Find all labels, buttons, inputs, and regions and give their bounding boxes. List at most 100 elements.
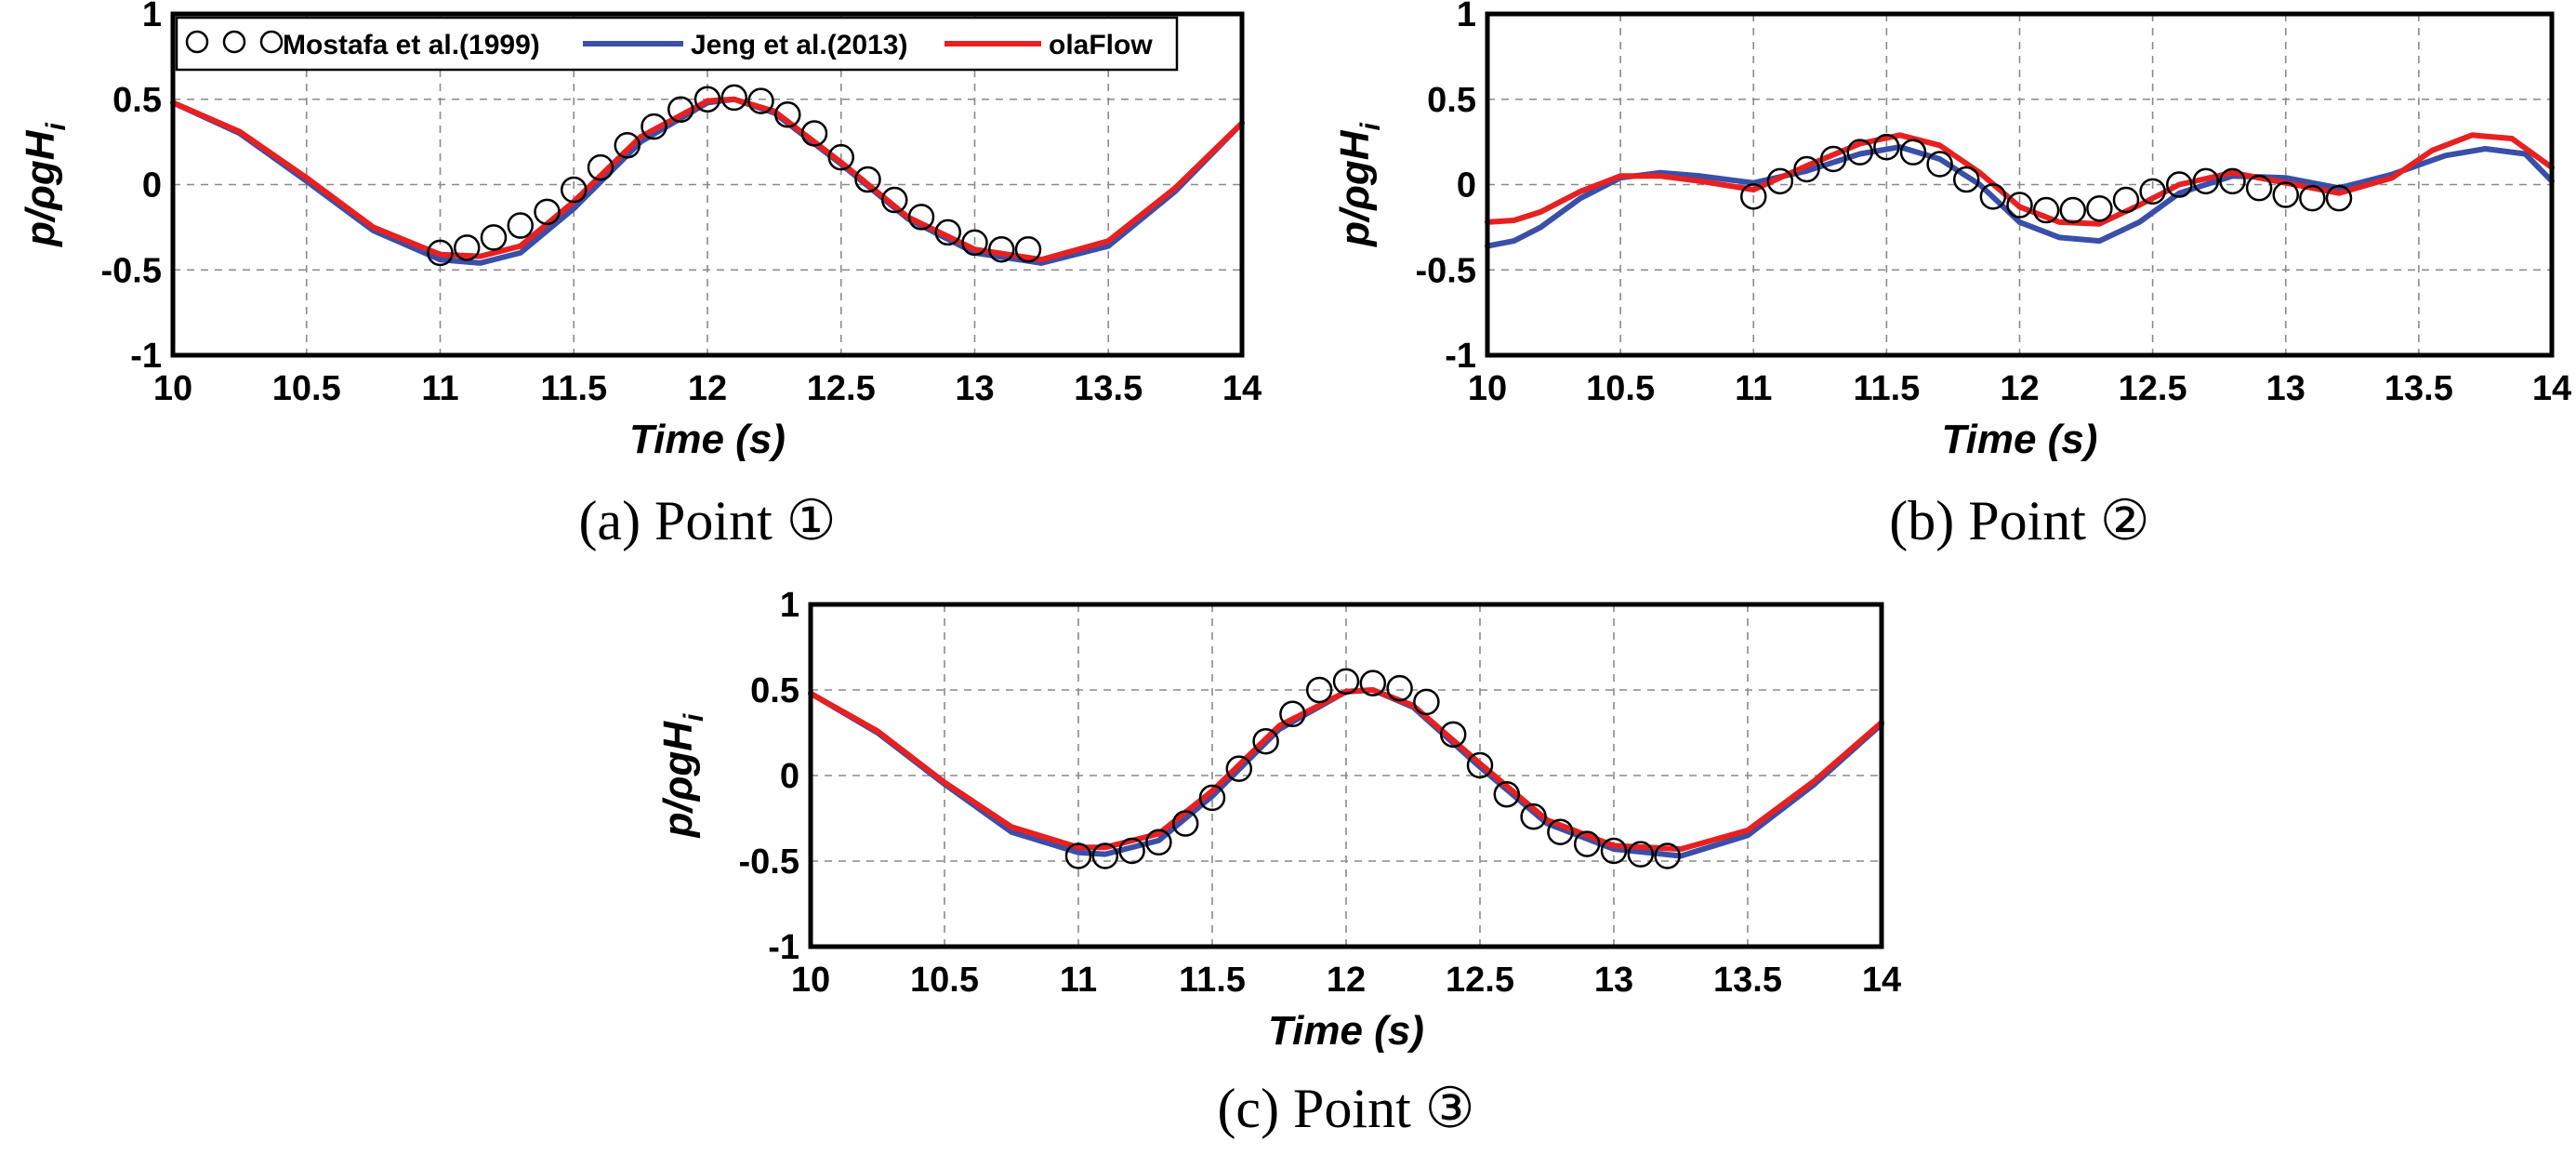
data-point-mostafa (1600, 837, 1628, 865)
data-point-mostafa (2192, 167, 2220, 195)
panel-a: 10 10.5 11 11.5 12 12.5 13 13.5 1410.50-0.5-1Tim… (18, 0, 1262, 551)
x-tick-label: 10 (791, 961, 830, 1000)
data-point-mostafa (2325, 184, 2353, 212)
panel-caption: (c) Point ③ (1217, 1078, 1474, 1139)
data-point-mostafa (1386, 674, 1413, 702)
data-point-mostafa (2006, 192, 2033, 219)
data-point-mostafa (2086, 194, 2113, 222)
x-tick-label: 13.5 (1713, 961, 1782, 1000)
x-tick-label: 12 (1327, 961, 1366, 1000)
x-axis-label: Time (s) (1268, 1008, 1424, 1054)
y-axis-label-subscript: i (1355, 122, 1386, 130)
data-point-mostafa (1873, 133, 1900, 161)
y-tick-label: -1 (768, 928, 799, 967)
x-tick-label: 12.5 (2119, 369, 2187, 408)
x-tick-label: 11 (1735, 369, 1772, 408)
data-point-mostafa (480, 224, 508, 251)
x-tick-label: 11 (421, 369, 458, 408)
x-tick-label: 13.5 (2384, 369, 2453, 408)
data-point-mostafa (454, 234, 481, 261)
data-point-mostafa (667, 96, 694, 124)
legend: Mostafa et al.(1999) Jeng et al.(2013) ola… (175, 16, 1179, 72)
x-tick-label: 11.5 (540, 369, 607, 408)
data-point-mostafa (694, 86, 721, 113)
data-point-mostafa (961, 229, 988, 257)
panel-caption: (b) Point ② (1889, 490, 2149, 551)
data-point-mostafa (747, 87, 774, 114)
x-tick-label: 13 (1594, 961, 1633, 1000)
data-point-mostafa (1439, 721, 1467, 749)
data-point-mostafa (1740, 183, 1767, 210)
legend-marker-mostafa (222, 30, 246, 54)
y-tick-label: 0 (780, 757, 799, 796)
x-tick-label: 13 (955, 369, 994, 408)
x-axis-label: Time (s) (1942, 417, 2098, 462)
panel-caption: (a) Point ① (578, 490, 836, 551)
data-point-mostafa (1332, 668, 1360, 696)
data-point-mostafa (614, 132, 641, 159)
x-tick-label: 14 (1862, 961, 1901, 1000)
legend-label-olaflow: olaFlow (1049, 30, 1153, 60)
data-point-mostafa (427, 239, 454, 267)
data-point-mostafa (934, 219, 961, 246)
data-point-mostafa (641, 113, 667, 140)
data-point-mostafa (1145, 829, 1172, 856)
data-point-mostafa (2032, 196, 2060, 224)
y-tick-label: 1 (142, 0, 162, 34)
x-tick-label: 11 (1060, 961, 1097, 1000)
series-line-olaflow (1485, 132, 2555, 227)
legend-label-jeng: Jeng et al.(2013) (691, 30, 907, 60)
data-point-mostafa (1359, 670, 1387, 696)
data-point-mostafa (1413, 688, 1440, 716)
x-tick-label: 12 (2000, 369, 2039, 408)
data-point-mostafa (1252, 727, 1279, 755)
data-point-mostafa (1766, 167, 1794, 195)
x-tick-label: 10 (153, 369, 192, 408)
y-tick-label: 1 (780, 586, 799, 625)
data-point-mostafa (2166, 171, 2193, 198)
y-axis-label-subscript: i (41, 122, 72, 130)
data-point-mostafa (507, 212, 534, 239)
plot-frame (170, 11, 1245, 358)
y-tick-label: 1 (1457, 0, 1476, 34)
data-point-mostafa (1198, 784, 1226, 812)
data-point-mostafa (1573, 830, 1601, 857)
data-point-mostafa (1953, 166, 1980, 193)
legend-marker-mostafa (259, 30, 284, 54)
x-tick-label: 10.5 (1586, 369, 1655, 408)
data-point-mostafa (1279, 700, 1306, 728)
x-tick-label: 10.5 (910, 961, 979, 1000)
y-tick-label: -1 (1445, 337, 1476, 376)
x-tick-label: 13.5 (1074, 369, 1143, 408)
data-point-mostafa (1118, 837, 1145, 865)
plot-frame (808, 602, 1884, 949)
y-tick-label: -1 (130, 337, 162, 376)
data-point-mostafa (1014, 235, 1042, 263)
y-axis-label: p/ρgHi (1332, 122, 1386, 246)
data-point-mostafa (720, 84, 747, 112)
x-tick-label: 11.5 (1853, 369, 1920, 408)
data-point-mostafa (2299, 184, 2326, 212)
data-point-mostafa (1520, 802, 1547, 830)
data-point-mostafa (1493, 780, 1521, 808)
data-point-mostafa (2139, 178, 2166, 206)
y-axis-label-main: p/ρgH (655, 721, 701, 839)
series-line-olaflow (808, 687, 1884, 853)
data-point-mostafa (2219, 167, 2246, 195)
x-tick-label: 12.5 (807, 369, 876, 408)
legend-label-mostafa: Mostafa et al.(1999) (283, 30, 540, 60)
data-point-mostafa (1091, 842, 1119, 869)
data-point-mostafa (1926, 151, 1953, 178)
y-axis-label: p/ρgHi (655, 713, 709, 838)
data-point-mostafa (1793, 155, 1820, 183)
data-point-mostafa (1979, 183, 2007, 210)
data-point-mostafa (1819, 145, 1847, 173)
data-point-mostafa (1064, 842, 1092, 869)
data-point-mostafa (2059, 196, 2086, 224)
y-axis-label: p/ρgHi (18, 122, 72, 246)
data-point-mostafa (881, 186, 908, 214)
y-tick-label: 0.5 (112, 81, 162, 120)
y-tick-label: 0 (1457, 166, 1476, 206)
legend-marker-mostafa (185, 30, 209, 54)
